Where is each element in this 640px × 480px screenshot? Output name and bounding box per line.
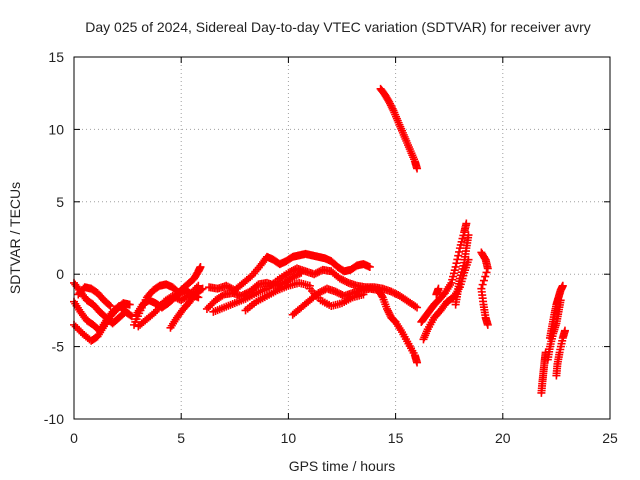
data-point — [105, 300, 114, 309]
data-point — [451, 262, 460, 271]
data-point — [462, 219, 471, 228]
x-tick-label: 5 — [177, 430, 185, 446]
data-point — [558, 281, 567, 290]
data-point — [197, 285, 206, 294]
data-point — [198, 284, 207, 293]
x-axis-title: GPS time / hours — [289, 458, 396, 474]
y-tick-label: 5 — [56, 194, 64, 210]
series-track-23 — [543, 296, 565, 364]
data-points — [70, 84, 569, 397]
series-track-18 — [451, 231, 473, 309]
data-point — [413, 164, 422, 173]
data-point — [125, 300, 134, 309]
ticks: 0 5 10 15 20 25 -10 -5 0 5 10 15 — [44, 49, 618, 446]
data-point — [454, 251, 463, 260]
data-point — [455, 247, 464, 256]
data-point — [383, 306, 392, 315]
data-point — [384, 308, 393, 317]
y-tick-label: -5 — [52, 339, 65, 355]
data-point — [385, 97, 394, 106]
y-tick-label: 10 — [48, 121, 64, 137]
data-point — [464, 231, 473, 240]
series-track-10 — [205, 249, 374, 295]
y-tick-label: 0 — [56, 266, 64, 282]
data-point — [482, 268, 491, 277]
series-track-15 — [376, 84, 422, 173]
data-point — [383, 304, 392, 313]
data-point — [478, 280, 487, 289]
data-point — [483, 320, 492, 329]
series-track-11 — [209, 264, 422, 316]
series-track-8 — [166, 284, 207, 332]
data-point — [359, 290, 368, 299]
grid — [74, 57, 610, 419]
data-point — [411, 302, 420, 311]
data-point — [365, 262, 374, 271]
x-tick-label: 15 — [388, 430, 404, 446]
x-tick-label: 25 — [602, 430, 618, 446]
series-track-13 — [288, 284, 422, 367]
data-point — [452, 259, 461, 268]
series-track-7 — [134, 281, 203, 331]
data-point — [560, 326, 569, 335]
data-point — [106, 302, 115, 311]
series-track-19 — [432, 284, 443, 299]
y-tick-label: -10 — [44, 411, 64, 427]
data-point — [388, 104, 397, 113]
y-axis-title: SDTVAR / TECUs — [7, 182, 23, 294]
series-track-4 — [74, 283, 115, 311]
series-track-24 — [552, 326, 569, 380]
x-tick-label: 10 — [281, 430, 297, 446]
series-track-6 — [132, 262, 205, 319]
data-point — [556, 296, 565, 305]
data-point — [453, 255, 462, 264]
data-point — [432, 290, 441, 299]
data-point — [481, 272, 490, 281]
data-point — [387, 103, 396, 112]
data-point — [385, 310, 394, 319]
y-tick-label: 15 — [48, 49, 64, 65]
data-point — [413, 303, 422, 312]
data-point — [386, 101, 395, 110]
series-track-3 — [70, 299, 134, 345]
x-tick-label: 0 — [70, 430, 78, 446]
x-tick-label: 20 — [495, 430, 511, 446]
data-point — [196, 262, 205, 271]
data-point — [377, 291, 386, 300]
plot-frame — [73, 56, 611, 420]
chart-title: Day 025 of 2024, Sidereal Day-to-day VTE… — [85, 19, 591, 35]
data-point — [386, 99, 395, 108]
series-track-14 — [305, 284, 368, 311]
series-track-12 — [241, 278, 314, 315]
data-point — [479, 276, 488, 285]
data-point — [483, 264, 492, 273]
series-track-16 — [417, 219, 471, 326]
series-track-20 — [477, 248, 492, 329]
data-point — [413, 358, 422, 367]
